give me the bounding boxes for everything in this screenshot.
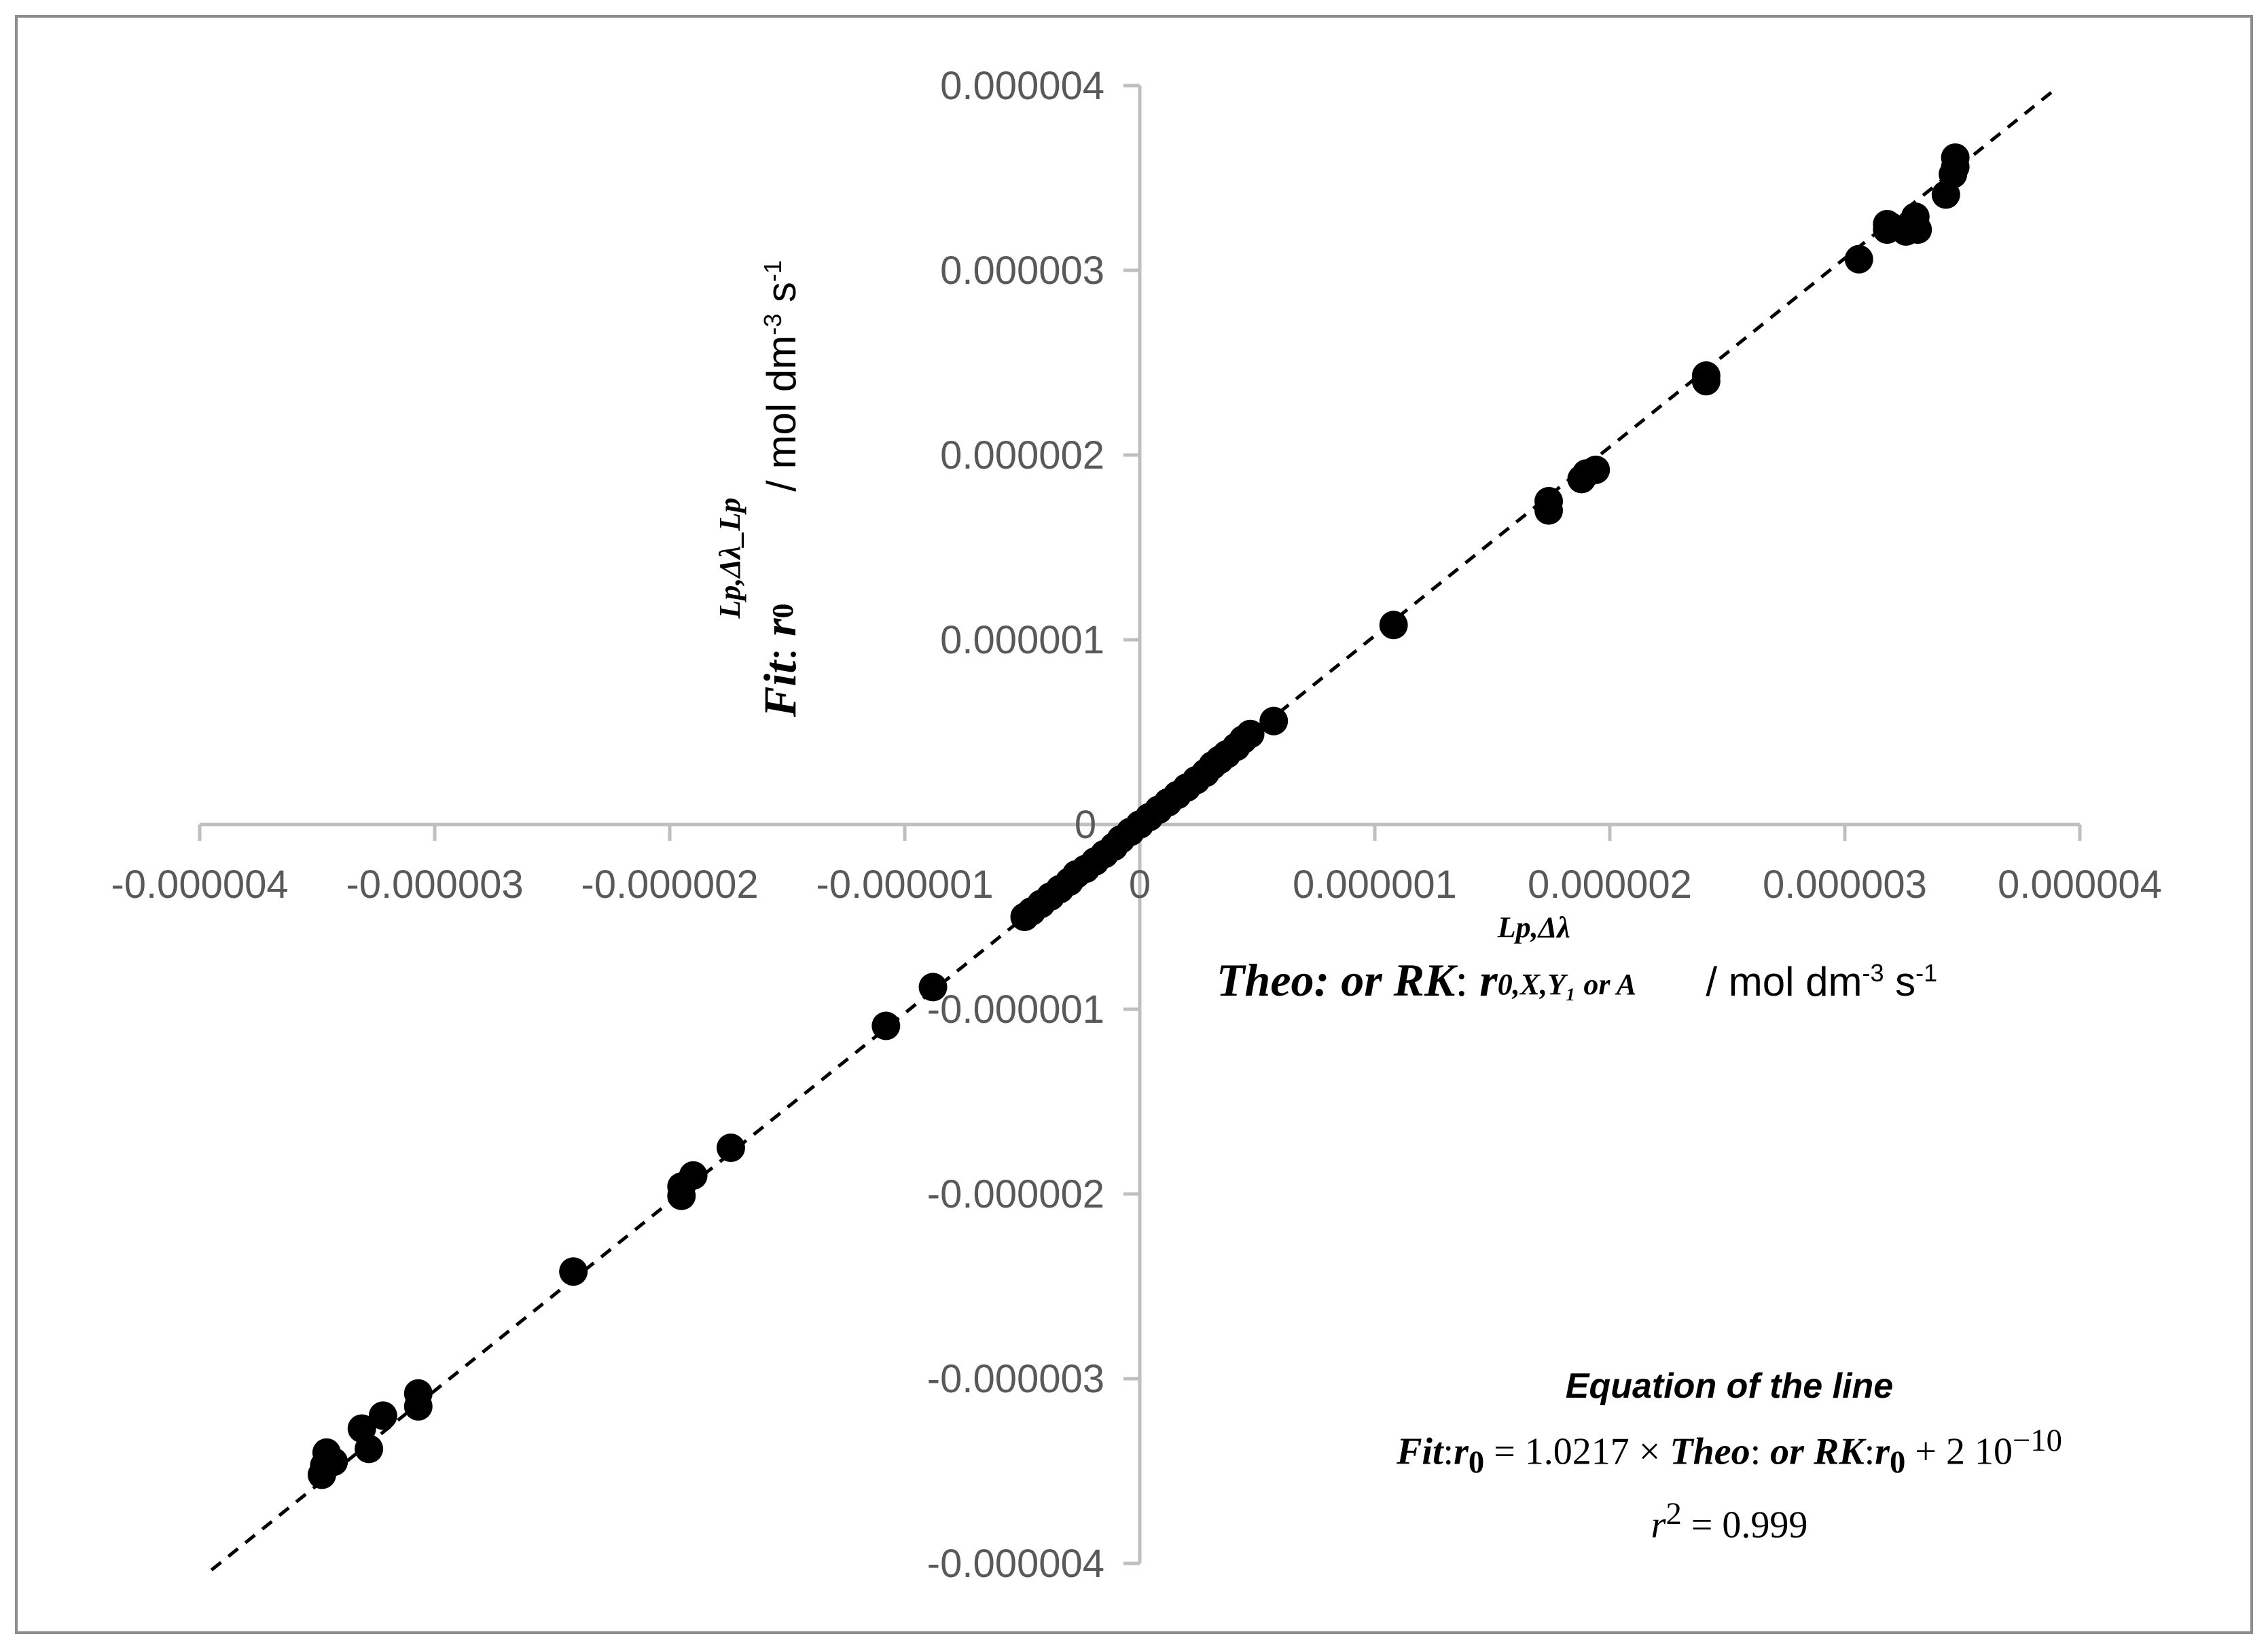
data-point	[1903, 215, 1932, 244]
x-title-connector1: : or	[1314, 954, 1394, 1006]
data-point	[918, 973, 948, 1002]
eq-r-power: 2	[1666, 1496, 1682, 1532]
y-title-superscript: Lp,Δλ_Lp	[713, 497, 746, 619]
x-tick-label: 0.000004	[1998, 863, 2162, 907]
data-point	[1844, 244, 1873, 274]
data-point	[1534, 487, 1564, 515]
y-tick-label: 0.000001	[940, 618, 1104, 662]
y-axis-title: Fit: r Lp,Δλ_Lp 0 / mol dm-3 s-1	[713, 260, 806, 717]
x-title-connector2: :	[1455, 954, 1480, 1006]
y-tick-label: -0.000004	[927, 1542, 1104, 1586]
x-title-symbol: r	[1479, 954, 1498, 1006]
equation-heading: Equation of the line	[1565, 1366, 1894, 1406]
data-point	[1581, 455, 1610, 484]
y-tick-label: 0.000002	[940, 433, 1104, 477]
y-tick-label: 0.000004	[940, 64, 1104, 108]
x-tick-label: 0	[1129, 863, 1151, 907]
x-axis-title: Theo: or RK: r Lp,Δλ 0,X,Y₁ or A / mol dm-…	[1217, 913, 1938, 1006]
data-point	[319, 1447, 348, 1476]
eq-equals: = 1.0217 ×	[1484, 1430, 1670, 1473]
eq-rhs-or: or	[1770, 1430, 1804, 1473]
y-tick-label: 0	[1075, 803, 1096, 847]
data-point	[716, 1134, 745, 1162]
x-tick-label: -0.000004	[111, 863, 288, 907]
y-title-prefix: Fit	[754, 660, 806, 717]
data-point	[679, 1161, 708, 1190]
equation-line-1: Fit:r0 = 1.0217 × Theo: or RK:r0 + 2 10−…	[1254, 1415, 2205, 1488]
equation-line-2: r2 = 0.999	[1254, 1488, 2205, 1551]
eq-exponent: −10	[2012, 1423, 2062, 1458]
x-title-superscript: Lp,Δλ	[1497, 911, 1570, 944]
data-point	[871, 1011, 901, 1040]
scatter-plot: -0.000004 -0.000003 -0.000002 -0.000001 0 0.0…	[111, 64, 2162, 1586]
eq-r-symbol: r	[1651, 1504, 1666, 1546]
y-title-symbol: r	[754, 618, 806, 636]
x-tick-label: -0.000003	[346, 863, 523, 907]
data-point	[368, 1401, 397, 1430]
x-title-prefix: Theo	[1217, 954, 1314, 1006]
x-tick-label: -0.000001	[816, 863, 993, 907]
eq-plus: + 2 10	[1905, 1430, 2013, 1473]
x-tick-label: -0.000002	[581, 863, 758, 907]
eq-rhs-label: Theo	[1670, 1430, 1750, 1473]
eq-r-value: = 0.999	[1681, 1504, 1808, 1546]
x-tick-label: 0.000002	[1528, 863, 1692, 907]
y-tick-label: -0.000001	[927, 987, 1104, 1032]
trendline-equation: Equation of the line Fit:r0 = 1.0217 × T…	[1254, 1366, 2205, 1551]
data-point	[1259, 706, 1289, 736]
x-tick-label: 0.000001	[1293, 863, 1457, 907]
eq-rhs-symbol: r	[1875, 1430, 1890, 1473]
data-point	[1236, 719, 1265, 748]
data-point	[1691, 361, 1721, 391]
eq-rhs-sep: :	[1750, 1430, 1771, 1473]
y-title-connector: :	[754, 636, 806, 661]
data-point	[1941, 143, 1970, 173]
eq-rhs-sep2: :	[1864, 1430, 1875, 1473]
eq-lhs-sep: :	[1443, 1430, 1454, 1473]
data-point	[403, 1379, 433, 1408]
x-title-units: / mol dm-3 s-1	[1694, 959, 1938, 1004]
y-tick-label: -0.000002	[927, 1172, 1104, 1216]
y-tick-label: 0.000003	[940, 249, 1104, 293]
y-title-subscript: 0	[766, 603, 799, 619]
data-point	[355, 1434, 384, 1464]
eq-rhs-model: RK	[1813, 1430, 1865, 1473]
chart-frame: -0.000004 -0.000003 -0.000002 -0.000001 0 0.0…	[15, 15, 2253, 1634]
y-title-units: / mol dm-3 s-1	[759, 260, 804, 503]
x-title-subscript: 0,X,Y₁ or A	[1497, 968, 1637, 1001]
eq-lhs-symbol: r	[1454, 1430, 1469, 1473]
eq-lhs-sub: 0	[1468, 1444, 1485, 1480]
y-tick-label: -0.000003	[927, 1357, 1104, 1401]
x-tick-label: 0.000003	[1763, 863, 1927, 907]
eq-rhs-sub: 0	[1890, 1444, 1906, 1480]
data-point	[1379, 611, 1408, 640]
eq-lhs-label: Fit	[1397, 1430, 1443, 1473]
data-point	[559, 1257, 588, 1286]
x-title-model: RK	[1393, 954, 1456, 1006]
